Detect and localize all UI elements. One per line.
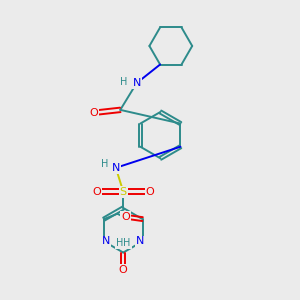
Text: H: H: [123, 238, 131, 248]
Text: H: H: [121, 76, 128, 87]
Text: H: H: [101, 159, 108, 169]
Text: N: N: [102, 236, 110, 246]
Text: O: O: [121, 212, 130, 222]
Text: N: N: [112, 163, 120, 173]
Text: S: S: [120, 187, 127, 196]
Text: O: O: [89, 108, 98, 118]
Text: O: O: [146, 187, 154, 196]
Text: O: O: [119, 265, 128, 275]
Text: N: N: [136, 236, 144, 246]
Text: H: H: [116, 238, 123, 248]
Text: O: O: [92, 187, 101, 196]
Text: N: N: [132, 78, 141, 88]
